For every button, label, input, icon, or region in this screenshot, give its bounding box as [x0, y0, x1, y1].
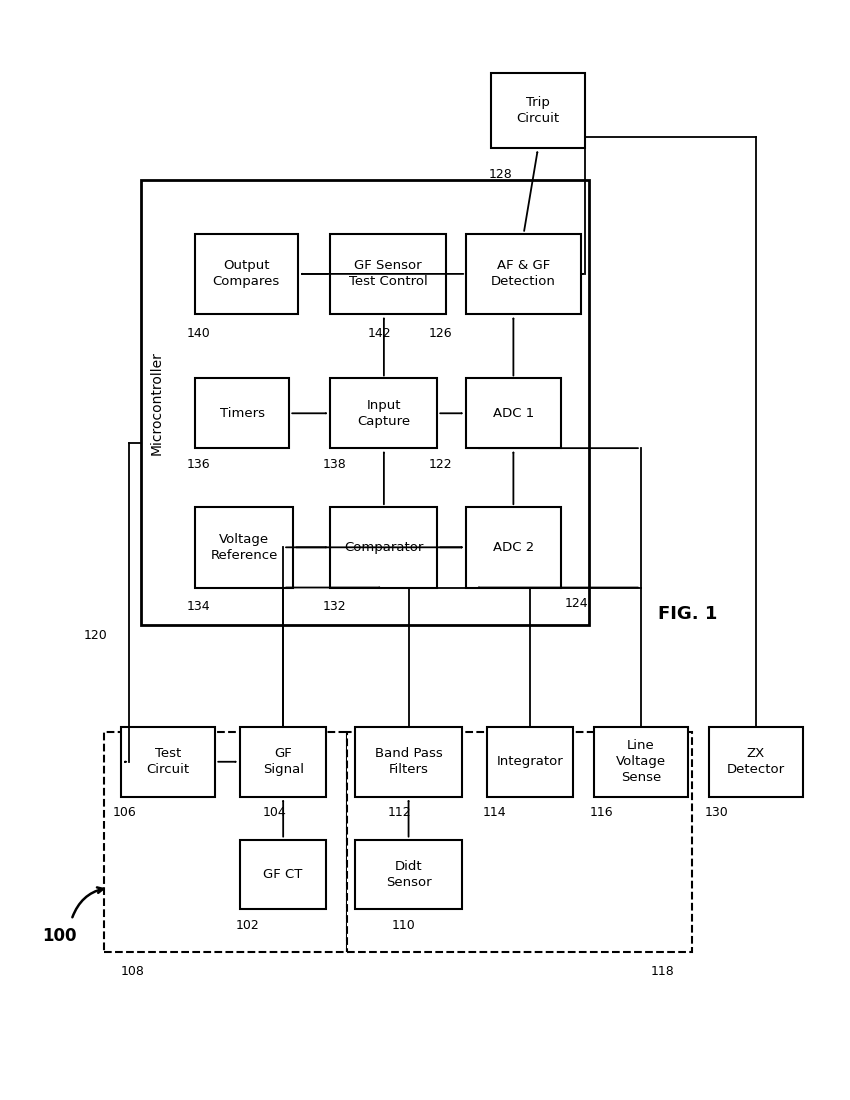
- Text: Test
Circuit: Test Circuit: [146, 747, 190, 777]
- Text: 100: 100: [42, 927, 77, 945]
- Text: 134: 134: [186, 601, 210, 614]
- Text: 130: 130: [705, 806, 728, 820]
- Bar: [331, 233, 445, 315]
- Text: 124: 124: [564, 597, 588, 611]
- Text: 106: 106: [112, 806, 136, 820]
- Text: GF CT: GF CT: [264, 868, 303, 881]
- Bar: [466, 378, 561, 448]
- Bar: [240, 839, 326, 910]
- Text: Integrator: Integrator: [496, 756, 564, 768]
- Text: 142: 142: [367, 327, 391, 340]
- Text: 112: 112: [388, 806, 411, 820]
- Text: 132: 132: [322, 601, 346, 614]
- Bar: [487, 727, 573, 796]
- Text: Band Pass
Filters: Band Pass Filters: [375, 747, 443, 777]
- Text: AF & GF
Detection: AF & GF Detection: [491, 260, 556, 288]
- Text: GF Sensor
Test Control: GF Sensor Test Control: [348, 260, 428, 288]
- Text: 140: 140: [186, 327, 210, 340]
- Text: ZX
Detector: ZX Detector: [727, 747, 785, 777]
- Text: Trip
Circuit: Trip Circuit: [517, 96, 559, 125]
- Text: 102: 102: [236, 918, 259, 932]
- Bar: [195, 378, 289, 448]
- Text: 120: 120: [84, 629, 108, 642]
- Text: Line
Voltage
Sense: Line Voltage Sense: [615, 739, 666, 784]
- Bar: [240, 727, 326, 796]
- Text: 136: 136: [186, 458, 210, 471]
- Bar: [331, 507, 438, 587]
- Bar: [121, 727, 215, 796]
- Text: Microcontroller: Microcontroller: [149, 351, 163, 454]
- Text: 108: 108: [121, 965, 144, 978]
- Text: 118: 118: [651, 965, 675, 978]
- Text: ADC 2: ADC 2: [493, 541, 534, 553]
- Text: 116: 116: [589, 806, 613, 820]
- Bar: [331, 378, 438, 448]
- Text: GF
Signal: GF Signal: [263, 747, 303, 777]
- Bar: [355, 727, 462, 796]
- Bar: [709, 727, 803, 796]
- Bar: [141, 180, 589, 625]
- Bar: [347, 733, 692, 953]
- Text: FIG. 1: FIG. 1: [659, 605, 717, 624]
- Text: 110: 110: [392, 918, 416, 932]
- Bar: [466, 233, 581, 315]
- Bar: [105, 733, 347, 953]
- Text: Input
Capture: Input Capture: [357, 399, 411, 428]
- Bar: [490, 73, 586, 147]
- Text: 126: 126: [429, 327, 453, 340]
- Bar: [593, 727, 688, 796]
- Text: 122: 122: [429, 458, 453, 471]
- Text: Comparator: Comparator: [344, 541, 423, 553]
- Text: Output
Compares: Output Compares: [212, 260, 280, 288]
- Text: Voltage
Reference: Voltage Reference: [211, 532, 278, 562]
- Bar: [195, 233, 298, 315]
- Text: 114: 114: [483, 806, 507, 820]
- Bar: [195, 507, 293, 587]
- Text: 104: 104: [263, 806, 286, 820]
- Text: Didt
Sensor: Didt Sensor: [386, 860, 431, 889]
- Text: Timers: Timers: [219, 407, 264, 420]
- Text: 128: 128: [489, 168, 513, 182]
- Text: ADC 1: ADC 1: [493, 407, 534, 420]
- Bar: [355, 839, 462, 910]
- Text: 138: 138: [322, 458, 346, 471]
- Bar: [466, 507, 561, 587]
